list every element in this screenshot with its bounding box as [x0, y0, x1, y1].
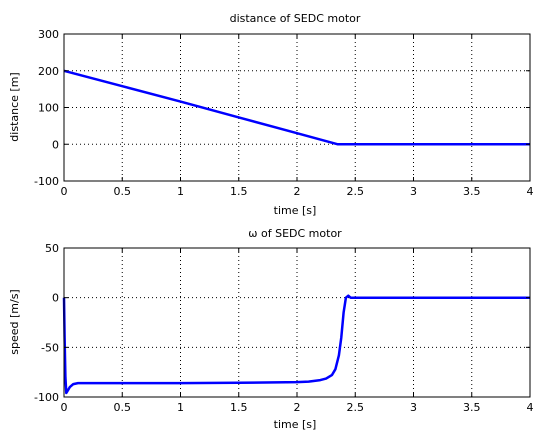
- y-axis-label: speed [m/s]: [8, 289, 21, 354]
- x-tick-label: 1.5: [230, 401, 248, 414]
- plot-area: [62, 294, 530, 395]
- grid: [64, 248, 530, 397]
- y-tick-label: -100: [34, 175, 59, 188]
- axes-frame: [63, 247, 531, 398]
- series-line: [62, 294, 530, 395]
- series-line: [63, 69, 530, 146]
- x-tick-label: 3: [410, 185, 417, 198]
- plot-area: [63, 69, 530, 146]
- y-tick-label: -100: [34, 391, 59, 404]
- x-tick-label: 2: [294, 185, 301, 198]
- x-tick-label: 2: [294, 401, 301, 414]
- x-tick-label: 3.5: [463, 185, 481, 198]
- x-tick-label: 4: [527, 185, 534, 198]
- x-tick-label: 0.5: [114, 185, 132, 198]
- x-tick-label: 3.5: [463, 401, 481, 414]
- x-tick-label: 2.5: [347, 185, 365, 198]
- y-tick-label: 0: [52, 138, 59, 151]
- y-tick-label: -50: [41, 341, 59, 354]
- x-tick-label: 0: [61, 401, 68, 414]
- x-tick-label: 1: [177, 401, 184, 414]
- y-tick-label: 50: [45, 242, 59, 255]
- y-tick-label: 100: [38, 102, 59, 115]
- chart-title: distance of SEDC motor: [230, 12, 361, 25]
- x-tick-label: 0.5: [114, 401, 132, 414]
- x-tick-label: 4: [527, 401, 534, 414]
- x-tick-label: 0: [61, 185, 68, 198]
- distance-chart: distance of SEDC motor 0 0.5 1 1.5 2 2.5 3 3.5 4…: [8, 12, 534, 217]
- y-tick-label: 200: [38, 65, 59, 78]
- y-axis-label: distance [m]: [8, 72, 21, 141]
- speed-chart: ω of SEDC motor 0 0.5 1 1.5 2 2.5 3 3.5 4 -100 -50…: [8, 227, 534, 431]
- x-tick-label: 3: [410, 401, 417, 414]
- y-tick-label: 300: [38, 28, 59, 41]
- x-tick-label: 1: [177, 185, 184, 198]
- grid: [64, 34, 530, 181]
- ticks: 0 0.5 1 1.5 2 2.5 3 3.5 4 -100 -50 0 50: [34, 242, 533, 414]
- x-tick-label: 1.5: [230, 185, 248, 198]
- x-axis-label: time [s]: [274, 204, 317, 217]
- y-tick-label: 0: [52, 292, 59, 305]
- chart-title: ω of SEDC motor: [248, 227, 342, 240]
- x-axis-label: time [s]: [274, 418, 317, 431]
- x-tick-label: 2.5: [347, 401, 365, 414]
